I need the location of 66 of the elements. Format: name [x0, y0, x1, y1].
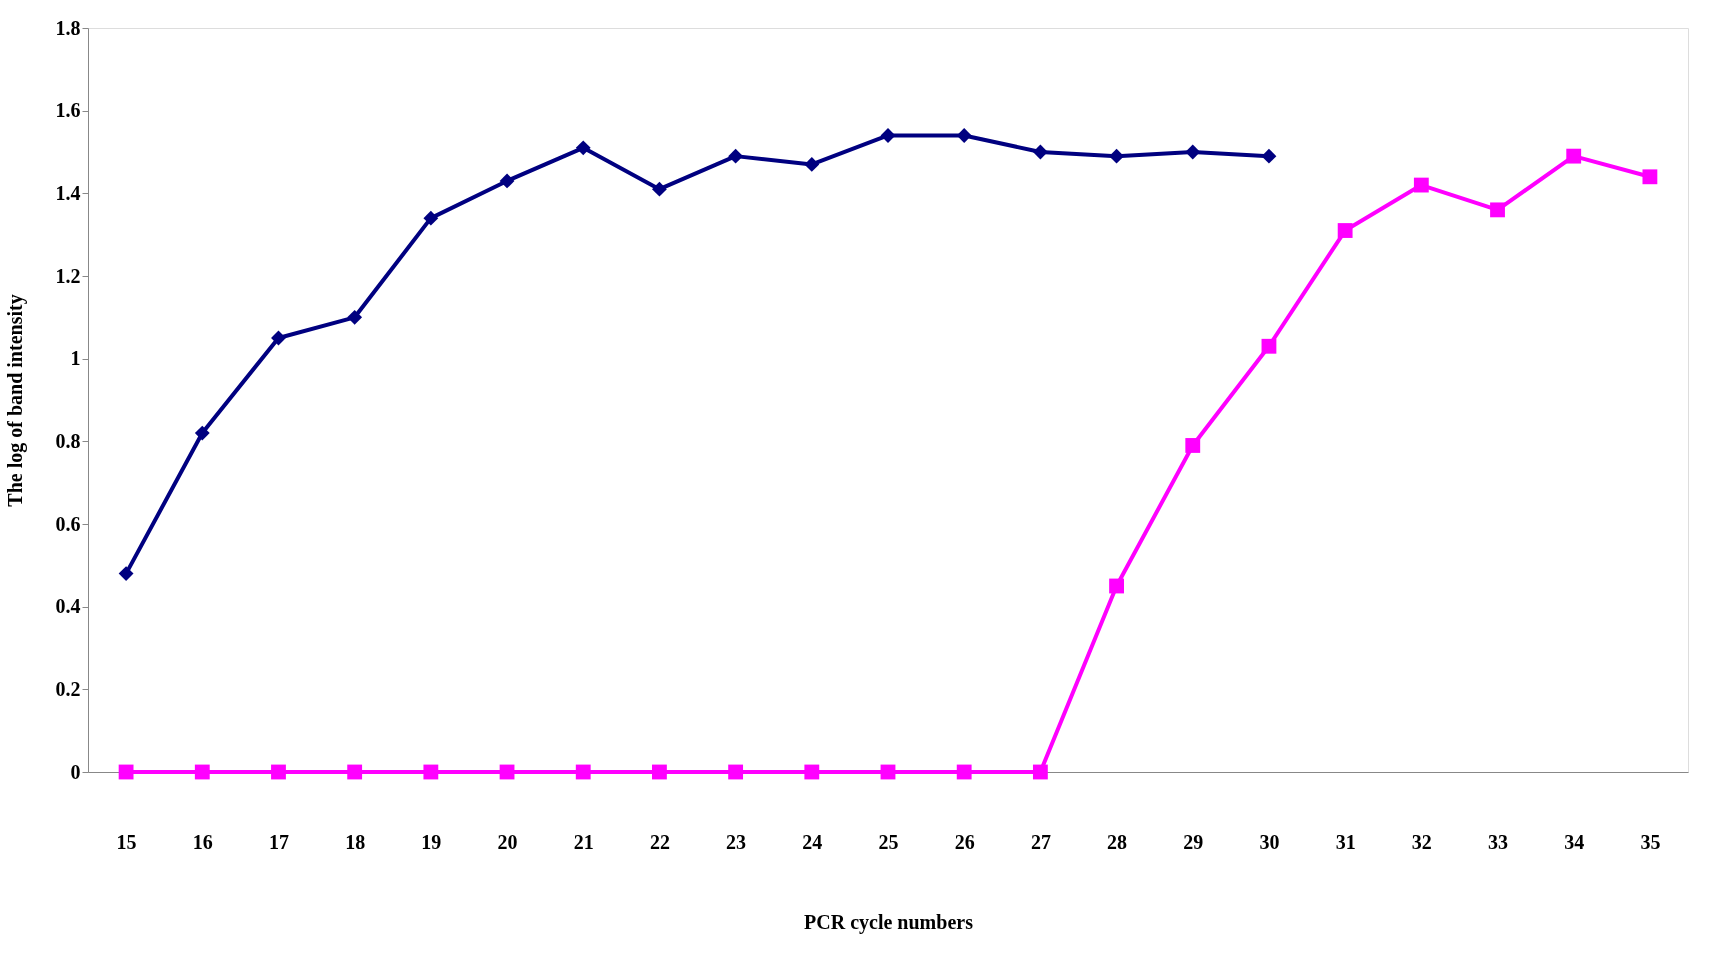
y-tick-label: 1.4: [55, 181, 81, 204]
point: [956, 128, 972, 143]
point: [956, 764, 972, 780]
point: [804, 156, 820, 172]
x-tick-label: 17: [268, 830, 289, 853]
x-tick-label: 18: [345, 830, 366, 853]
point: [499, 173, 515, 189]
x-tick-label: 28: [1107, 830, 1128, 853]
point: [652, 181, 667, 197]
x-tick-label: 15: [116, 830, 137, 853]
point: [1566, 148, 1582, 164]
point: [728, 764, 744, 780]
point: [194, 764, 210, 780]
point: [1642, 169, 1658, 185]
x-tick-label: 26: [954, 830, 975, 853]
y-tick-label: 0.2: [55, 677, 81, 700]
y-tick-label: 0.6: [55, 512, 81, 535]
y-tick-label: 1.6: [55, 99, 81, 122]
x-tick-label: 21: [573, 830, 594, 853]
x-tick-label: 31: [1335, 830, 1356, 853]
point: [1490, 202, 1505, 218]
x-tick-label: 25: [878, 830, 899, 853]
x-tick-label: 32: [1411, 830, 1432, 853]
point: [423, 764, 439, 780]
x-tick-label: 29: [1183, 830, 1204, 853]
y-axis-title: The log of band intensity: [3, 294, 27, 507]
point: [1185, 438, 1201, 453]
point: [1109, 148, 1124, 164]
x-tick-label: 24: [802, 830, 823, 853]
x-tick-label: 19: [421, 830, 442, 853]
point: [804, 764, 820, 780]
point: [652, 764, 667, 780]
x-tick-label: 30: [1259, 830, 1280, 853]
point: [1032, 764, 1048, 780]
point: [1032, 144, 1048, 160]
point: [347, 309, 363, 325]
point: [1261, 338, 1277, 354]
x-tick-label: 34: [1564, 830, 1585, 853]
point: [1261, 148, 1277, 164]
point: [194, 425, 210, 441]
x-tick-label: 16: [192, 830, 213, 853]
point: [1109, 578, 1124, 594]
x-tick-label: 23: [726, 830, 747, 853]
y-tick-label: 1: [70, 347, 81, 370]
point: [1185, 144, 1201, 160]
y-tick-label: 0.4: [55, 595, 81, 618]
x-tick-label: 33: [1488, 830, 1509, 853]
point: [575, 764, 591, 780]
point: [118, 764, 134, 780]
point: [1337, 223, 1353, 238]
y-tick-label: 0: [70, 760, 81, 783]
y-tick-label: 1.2: [55, 264, 81, 287]
x-tick-label: 27: [1030, 830, 1051, 853]
x-tick-label: 20: [497, 830, 518, 853]
x-axis-title: PCR cycle numbers: [804, 910, 974, 934]
point: [575, 140, 591, 156]
point: [271, 764, 286, 780]
x-tick-label: 35: [1640, 830, 1661, 853]
x-tick-label: 22: [649, 830, 670, 853]
y-tick-label: 0.8: [55, 429, 81, 452]
point: [728, 148, 744, 164]
y-tick-label: 1.8: [55, 16, 81, 39]
point: [118, 566, 134, 582]
point: [347, 764, 363, 780]
point: [423, 210, 439, 226]
point: [1413, 177, 1429, 193]
